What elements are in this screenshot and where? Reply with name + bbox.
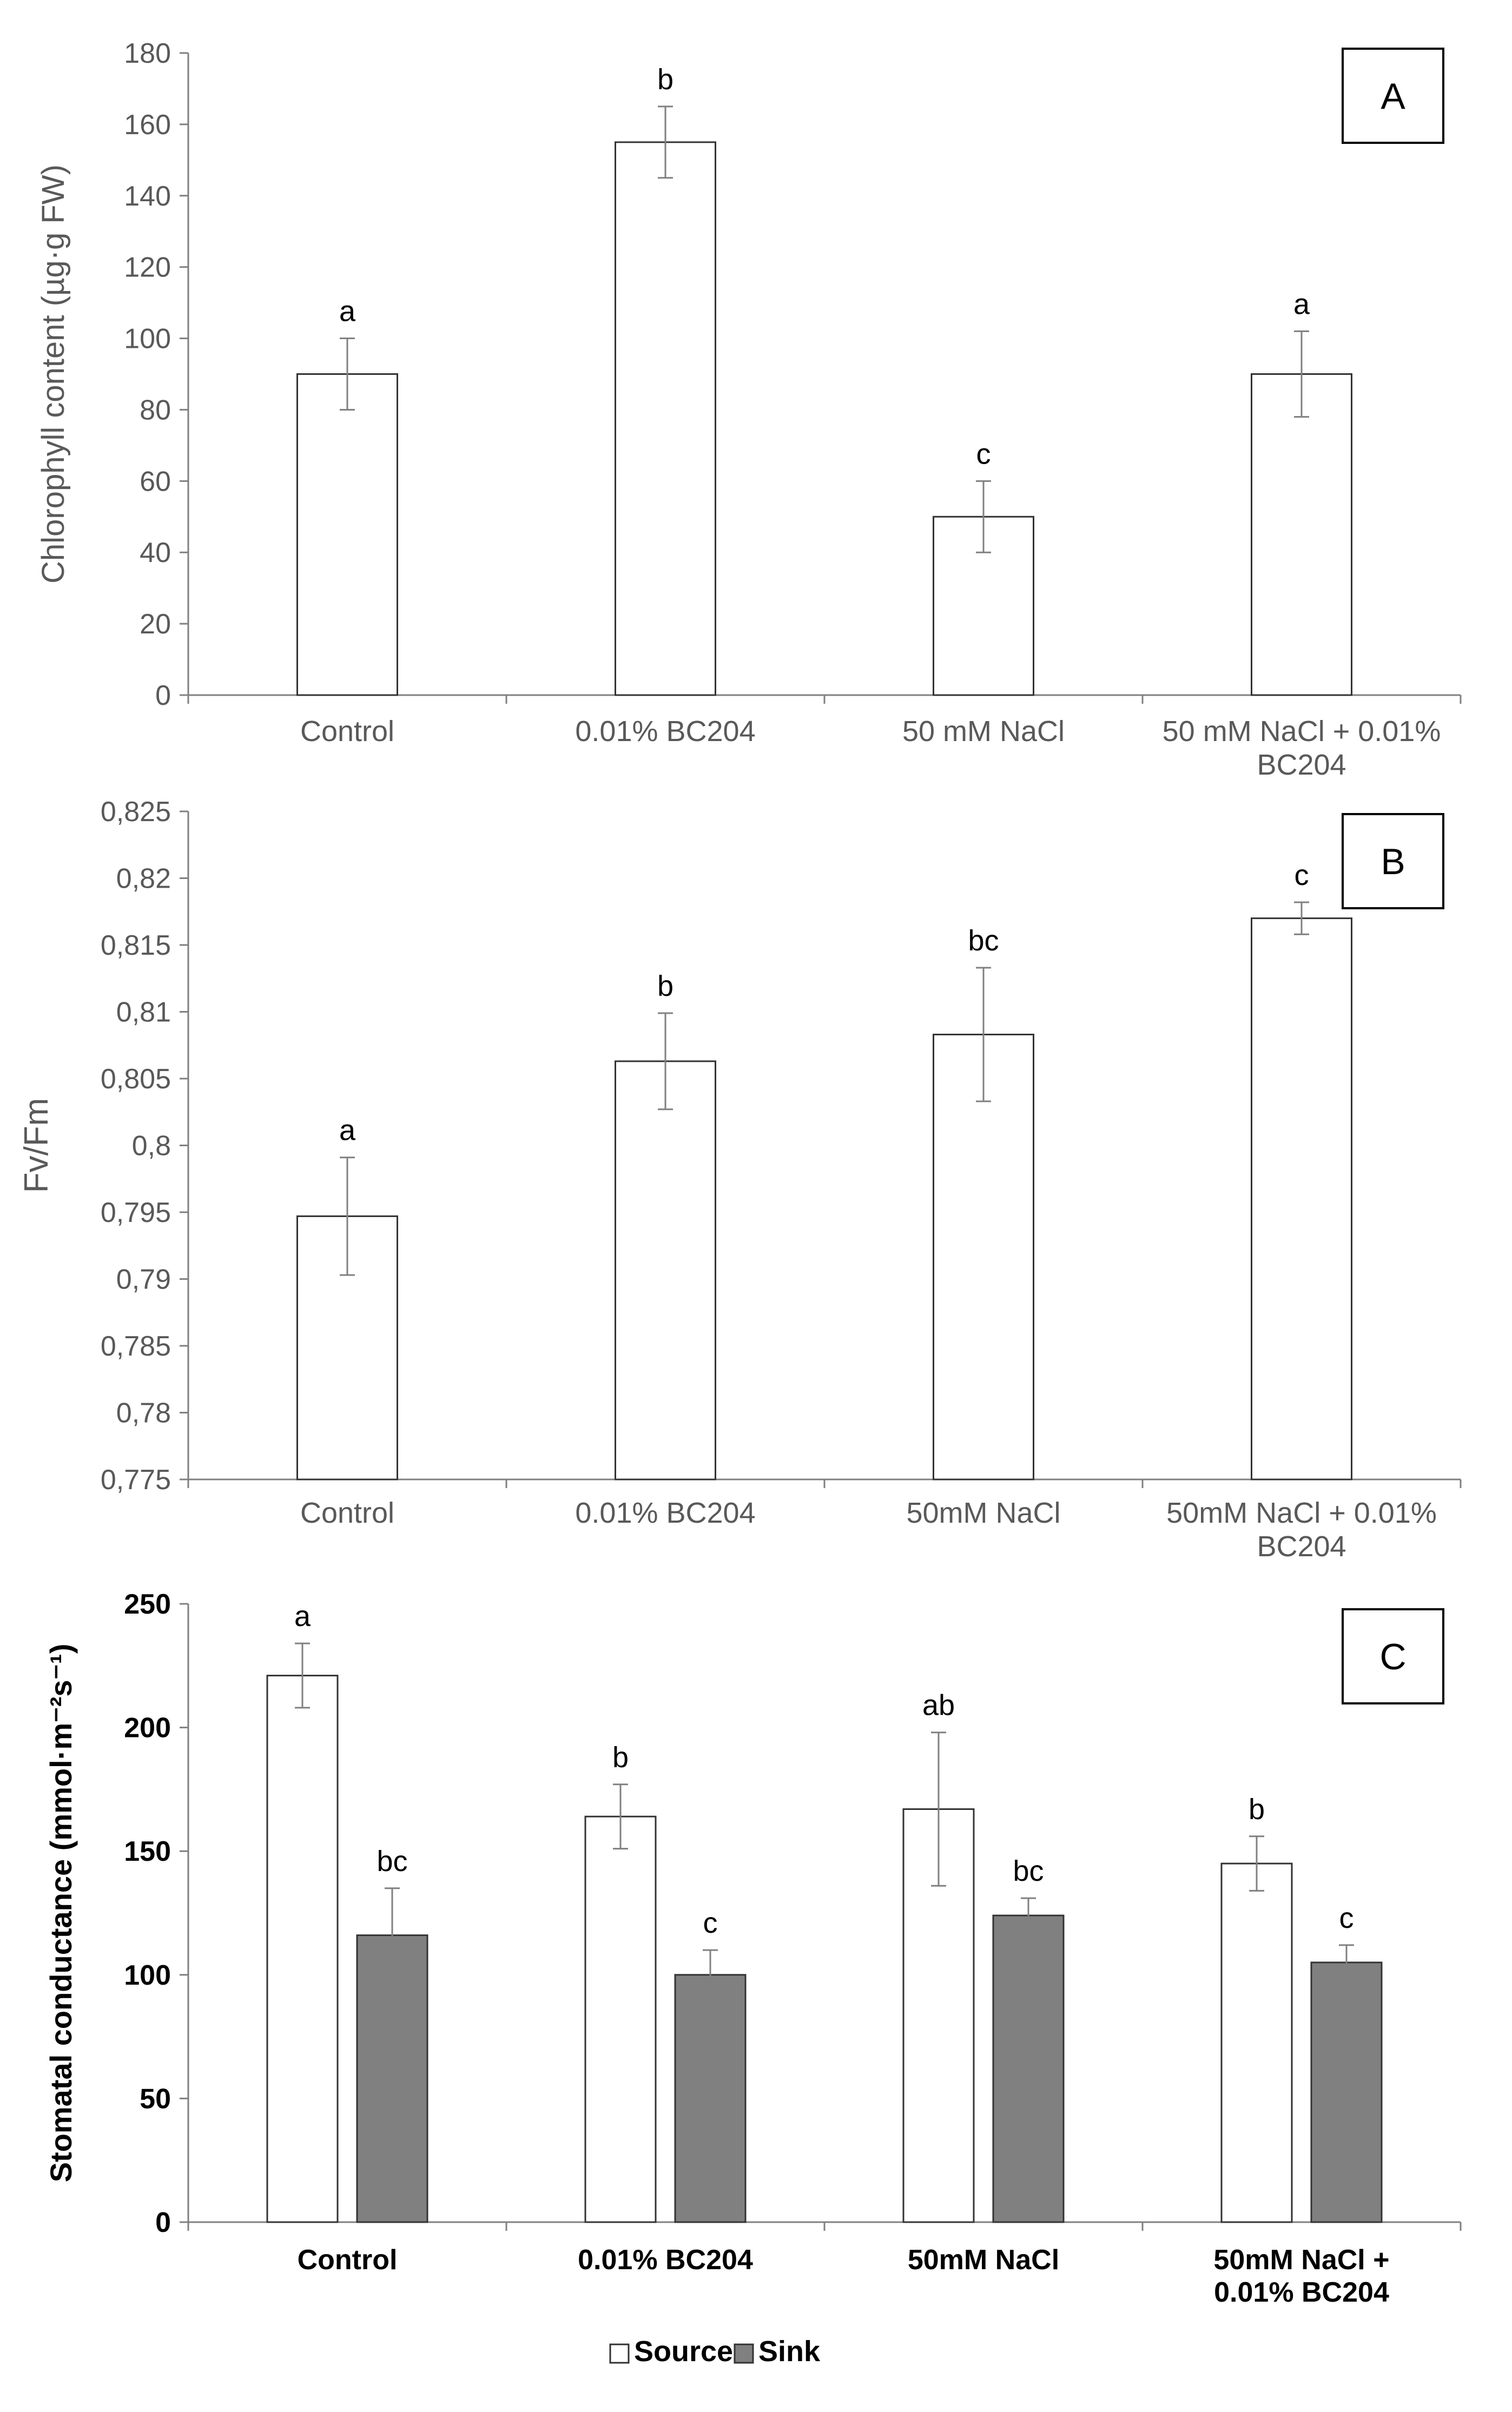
x-category-label: 50 mM NaCl + 0.01% <box>1163 715 1441 748</box>
significance-letter: c <box>1339 1902 1354 1934</box>
x-category-label: 50mM NaCl <box>906 1497 1060 1529</box>
y-axis-title: Stomatal conductance (mmol·m⁻²s⁻¹) <box>44 1644 78 2183</box>
x-category-label: 0.01% BC204 <box>1214 2277 1389 2308</box>
significance-letter: b <box>1249 1793 1265 1826</box>
x-category-label: 50 mM NaCl <box>902 715 1065 748</box>
y-tick-label: 0,815 <box>101 930 171 961</box>
significance-letter: b <box>657 63 674 96</box>
chart-panel-a: 0 20 40 60 80 100 120 140 160 180 Control 0.01% BC2… <box>36 38 1462 781</box>
panel-label-box <box>1342 1608 1444 1704</box>
y-tick-label: 0,825 <box>101 796 171 828</box>
y-tick-label: 0,805 <box>101 1063 171 1095</box>
y-tick-label: 0,78 <box>116 1398 171 1429</box>
y-tick-label: 60 <box>140 466 171 497</box>
significance-letter: bc <box>1013 1855 1044 1887</box>
bar <box>266 1675 339 2223</box>
y-tick-label: 120 <box>124 252 171 283</box>
bar <box>933 1033 1034 1481</box>
y-tick-label: 100 <box>124 323 171 355</box>
significance-letter: b <box>657 970 674 1002</box>
significance-letter: a <box>1293 288 1310 320</box>
y-tick-label: 0,79 <box>116 1264 171 1296</box>
y-tick-label: 0,775 <box>101 1464 171 1496</box>
y-axis-title: Chlorophyll content (µg·g FW) <box>36 164 71 584</box>
y-tick-label: 0,785 <box>101 1331 171 1362</box>
y-tick-label: 180 <box>124 38 171 69</box>
y-tick-label: 100 <box>124 1960 171 1991</box>
chart-panel-b: 0,775 0,78 0,785 0,79 0,795 0,8 0,805 0,81 0,815… <box>18 796 1462 1563</box>
bar <box>296 373 398 696</box>
significance-letter: c <box>703 1907 718 1939</box>
significance-letter: b <box>612 1741 629 1774</box>
legend-swatch <box>609 2343 630 2364</box>
y-axis-title: Fv/Fm <box>18 1098 55 1193</box>
y-tick-label: 0,81 <box>116 997 171 1028</box>
legend-label: Sink <box>758 2335 821 2368</box>
significance-letter: bc <box>968 924 999 957</box>
significance-letter: a <box>339 295 356 328</box>
bar <box>356 1934 428 2223</box>
x-category-label: 0.01% BC204 <box>578 2244 753 2276</box>
bar <box>584 1815 657 2223</box>
y-tick-label: 140 <box>124 181 171 212</box>
x-category-label: BC204 <box>1257 749 1346 781</box>
y-tick-label: 0,82 <box>116 863 171 895</box>
y-tick-label: 150 <box>124 1836 171 1867</box>
x-category-label: 50mM NaCl <box>908 2244 1059 2276</box>
y-tick-label: 0,795 <box>101 1197 171 1228</box>
y-tick-label: 200 <box>124 1713 171 1744</box>
y-tick-label: 40 <box>140 537 171 569</box>
y-tick-label: 0,8 <box>132 1131 171 1162</box>
panel-label-box <box>1342 48 1444 144</box>
y-tick-label: 0 <box>155 680 171 711</box>
y-tick-label: 250 <box>124 1589 171 1620</box>
y-tick-label: 160 <box>124 109 171 141</box>
x-category-label: Control <box>300 1497 394 1529</box>
bar <box>1251 373 1352 696</box>
bar <box>615 141 716 696</box>
legend-label: Source <box>634 2335 733 2368</box>
bar <box>992 1914 1065 2223</box>
bar <box>674 1974 747 2223</box>
significance-letter: ab <box>922 1689 955 1722</box>
legend-swatch <box>734 2343 754 2364</box>
bar <box>615 1060 716 1481</box>
x-category-label: 0.01% BC204 <box>575 715 755 748</box>
x-category-label: 50mM NaCl + <box>1213 2244 1389 2276</box>
bar <box>1220 1862 1293 2223</box>
x-category-label: 0.01% BC204 <box>575 1497 755 1529</box>
significance-letter: c <box>1295 859 1309 891</box>
y-tick-label: 80 <box>140 394 171 426</box>
significance-letter: bc <box>377 1845 407 1878</box>
significance-letter: a <box>339 1114 356 1147</box>
panel-label: C <box>1379 1636 1406 1677</box>
y-tick-label: 50 <box>140 2083 171 2114</box>
panel-label: B <box>1381 841 1405 882</box>
y-tick-label: 20 <box>140 609 171 640</box>
y-tick-label: 0 <box>155 2207 171 2238</box>
x-category-label: 50mM NaCl + 0.01% <box>1166 1497 1437 1529</box>
x-category-label: BC204 <box>1257 1530 1346 1563</box>
panel-label: A <box>1381 76 1405 117</box>
significance-letter: c <box>976 438 991 470</box>
bar <box>1251 917 1352 1481</box>
x-category-label: Control <box>300 715 394 748</box>
bar <box>1310 1961 1383 2223</box>
x-category-label: Control <box>298 2244 398 2276</box>
significance-letter: a <box>294 1600 311 1633</box>
panel-label-box <box>1342 813 1444 909</box>
